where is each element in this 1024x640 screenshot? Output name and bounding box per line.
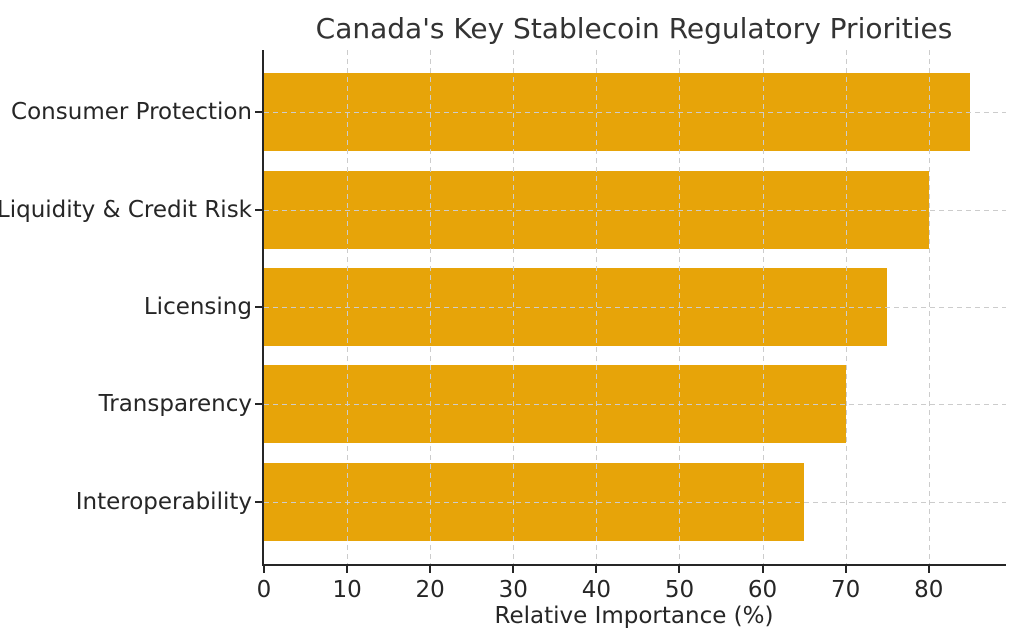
x-tick-label-30: 30 — [498, 577, 528, 603]
y-label-consumer-protection: Consumer Protection — [11, 99, 252, 126]
x-tick-70 — [844, 566, 847, 573]
bar-licensing — [264, 268, 888, 346]
x-tick-label-50: 50 — [664, 577, 695, 603]
y-label-licensing: Licensing — [143, 294, 252, 320]
y-label-liquidity-credit-risk: Liquidity & Credit Risk — [0, 196, 252, 223]
chart-title: Canada's Key Stablecoin Regulatory Prior… — [315, 12, 953, 45]
x-tick-label-60: 60 — [747, 577, 778, 603]
plot-area: 0 10 20 30 40 50 60 70 80 Consumer Protection Liqu… — [0, 50, 1006, 603]
x-tick-label-10: 10 — [332, 577, 362, 603]
gridline-y-liquidity-credit-risk — [264, 209, 1006, 211]
y-tick-liquidity-credit-risk — [255, 208, 262, 211]
x-tick-30 — [512, 566, 515, 573]
x-tick-20 — [429, 566, 432, 573]
x-axis-label: Relative Importance (%) — [494, 603, 774, 629]
x-tick-label-0: 0 — [256, 577, 272, 603]
y-tick-licensing — [255, 306, 262, 308]
gridline-y-consumer-protection — [264, 112, 1006, 114]
y-tick-transparency — [255, 403, 262, 406]
x-tick-label-80: 80 — [914, 577, 944, 603]
x-tick-label-70: 70 — [830, 577, 861, 603]
x-tick-label-40: 40 — [581, 577, 611, 603]
x-tick-10 — [346, 566, 349, 573]
x-tick-label-20: 20 — [415, 577, 445, 603]
y-label-interoperability: Interoperability — [75, 488, 252, 515]
y-tick-consumer-protection — [255, 111, 262, 114]
gridline-y-transparency — [264, 404, 1006, 406]
gridline-y-licensing — [264, 307, 1006, 308]
x-tick-0 — [263, 566, 265, 573]
gridline-y-interoperability — [264, 501, 1006, 503]
x-tick-50 — [678, 566, 681, 573]
y-label-transparency: Transparency — [98, 391, 252, 418]
x-tick-80 — [927, 566, 930, 573]
y-tick-interoperability — [255, 500, 262, 503]
x-tick-60 — [761, 566, 764, 573]
x-tick-40 — [595, 566, 598, 573]
